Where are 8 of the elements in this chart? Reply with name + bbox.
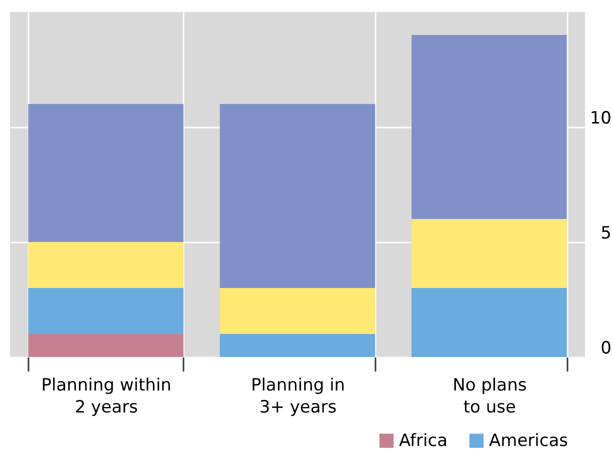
legend-label: Americas: [489, 430, 568, 451]
x-tick-label: No plans to use: [452, 376, 527, 418]
legend-label: Africa: [399, 430, 448, 451]
y-tick-label: 0: [600, 338, 612, 358]
y-tick-label: 10: [590, 108, 612, 128]
x-tick-label: Planning in 3+ years: [250, 376, 346, 418]
y-tick-label: 5: [600, 224, 612, 244]
x-tick-label: Planning within 2 years: [41, 376, 172, 418]
